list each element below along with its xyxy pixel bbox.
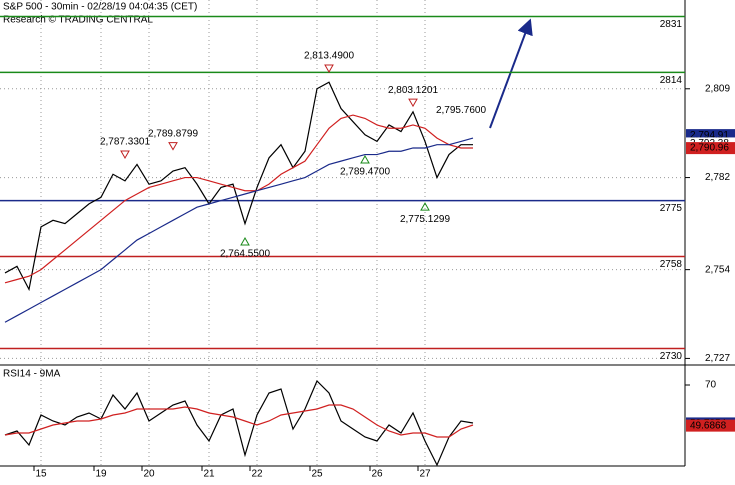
rsi-title: RSI14 - 9MA xyxy=(3,369,61,380)
price-label: 49.6868 xyxy=(690,420,727,431)
price-line xyxy=(4,114,473,284)
price-label: 2,794.91 xyxy=(690,130,729,141)
high-marker xyxy=(120,150,130,160)
annotation-label: 2,775.1299 xyxy=(400,214,450,225)
x-tick-label: 19 xyxy=(95,469,107,480)
level-label: 2831 xyxy=(660,19,683,30)
price-label-box xyxy=(686,419,735,432)
y-tick-label: 2,809 xyxy=(705,83,730,94)
annotation-label: 2,795.7600 xyxy=(436,105,486,116)
y-tick-label: 2,754 xyxy=(705,264,730,275)
forecast-arrow xyxy=(489,18,533,129)
annotation-label: 2,803.1201 xyxy=(388,85,438,96)
level-label: 2814 xyxy=(660,75,683,86)
rsi-line xyxy=(4,404,474,438)
x-tick-label: 20 xyxy=(143,469,155,480)
x-tick-label: 25 xyxy=(311,469,323,480)
x-tick-label: 22 xyxy=(251,469,263,480)
annotation-label: 2,813.4900 xyxy=(304,51,354,62)
high-marker xyxy=(168,142,178,151)
low-marker xyxy=(420,202,430,211)
rsi-line xyxy=(4,379,474,467)
low-marker xyxy=(360,154,370,164)
y-tick-label: 70 xyxy=(705,380,717,391)
y-tick-label: 2,727 xyxy=(705,353,730,364)
price-label: 2,790.96 xyxy=(690,143,729,154)
price-line xyxy=(4,137,474,323)
x-tick-label: 21 xyxy=(203,469,215,480)
chart-subtitle: Research © TRADING CENTRAL xyxy=(3,15,153,26)
grid xyxy=(0,0,685,466)
x-tick-label: 27 xyxy=(419,469,431,480)
x-tick-label: 26 xyxy=(371,469,383,480)
chart-title: S&P 500 - 30min - 02/28/19 04:04:35 (CET… xyxy=(3,2,197,13)
annotation-label: 2,764.5500 xyxy=(220,249,270,260)
price-label-box xyxy=(686,142,735,155)
high-marker xyxy=(408,98,418,108)
annotation-label: 2,789.8799 xyxy=(148,128,198,139)
annotation-label: 2,789.4700 xyxy=(340,167,390,178)
x-tick-label: 15 xyxy=(35,469,47,480)
y-tick-label: 2,782 xyxy=(705,172,730,183)
level-label: 2775 xyxy=(660,203,683,214)
annotation-label: 2,787.3301 xyxy=(100,137,150,148)
low-marker xyxy=(240,236,250,246)
level-label: 2758 xyxy=(660,259,683,270)
level-label: 2730 xyxy=(660,351,683,362)
high-marker xyxy=(324,64,334,74)
